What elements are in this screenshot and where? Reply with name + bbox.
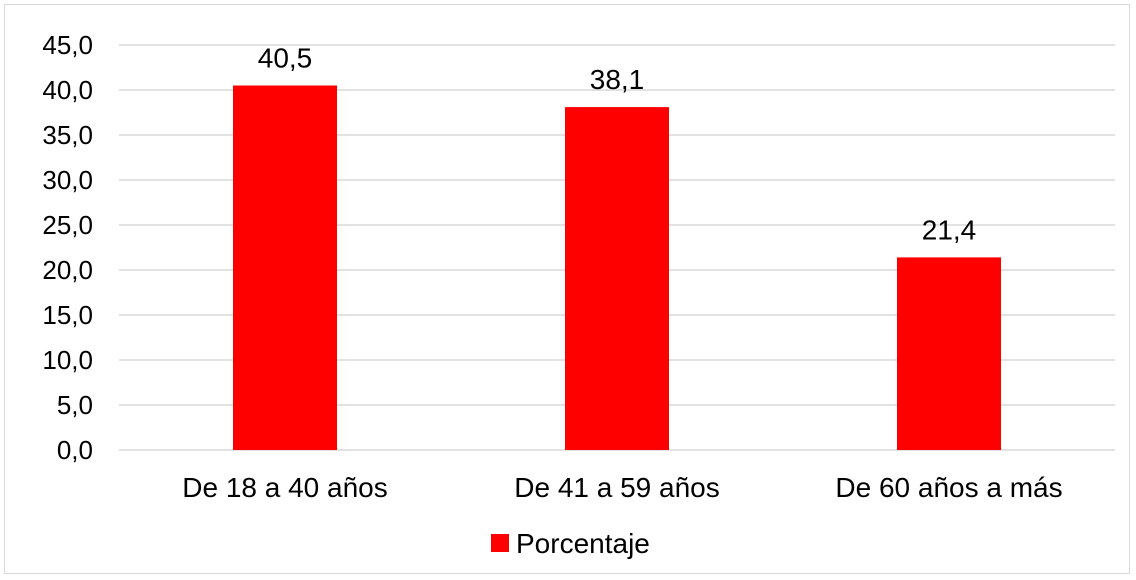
y-tick-label: 35,0 xyxy=(42,120,93,150)
y-tick-label: 5,0 xyxy=(57,390,93,420)
y-tick-label: 20,0 xyxy=(42,255,93,285)
data-label: 40,5 xyxy=(258,43,313,74)
y-tick-label: 30,0 xyxy=(42,165,93,195)
bar xyxy=(897,257,1001,450)
bar-chart: 0,0 5,0 10,0 15,0 20,0 25,0 30,0 35,0 40,0 45,0 4… xyxy=(42,30,1115,559)
x-axis-categories: De 18 a 40 años De 41 a 59 años De 60 años… xyxy=(182,472,1062,503)
data-labels: 40,5 38,1 21,4 xyxy=(258,43,977,246)
legend: Porcentaje xyxy=(491,528,650,559)
y-tick-label: 0,0 xyxy=(57,435,93,465)
bar xyxy=(565,107,669,450)
y-tick-label: 10,0 xyxy=(42,345,93,375)
x-category-label: De 41 a 59 años xyxy=(514,472,720,503)
bars xyxy=(233,85,1001,450)
legend-swatch xyxy=(491,534,509,552)
y-tick-label: 45,0 xyxy=(42,30,93,60)
y-tick-label: 25,0 xyxy=(42,210,93,240)
y-tick-label: 15,0 xyxy=(42,300,93,330)
legend-label: Porcentaje xyxy=(516,528,650,559)
y-axis-ticks: 0,0 5,0 10,0 15,0 20,0 25,0 30,0 35,0 40,0 45,0 xyxy=(42,30,93,465)
bar xyxy=(233,85,337,450)
data-label: 21,4 xyxy=(922,214,977,245)
x-category-label: De 18 a 40 años xyxy=(182,472,388,503)
x-category-label: De 60 años a más xyxy=(835,472,1062,503)
data-label: 38,1 xyxy=(590,64,645,95)
chart-frame: 0,0 5,0 10,0 15,0 20,0 25,0 30,0 35,0 40,0 45,0 4… xyxy=(4,4,1130,574)
y-tick-label: 40,0 xyxy=(42,75,93,105)
